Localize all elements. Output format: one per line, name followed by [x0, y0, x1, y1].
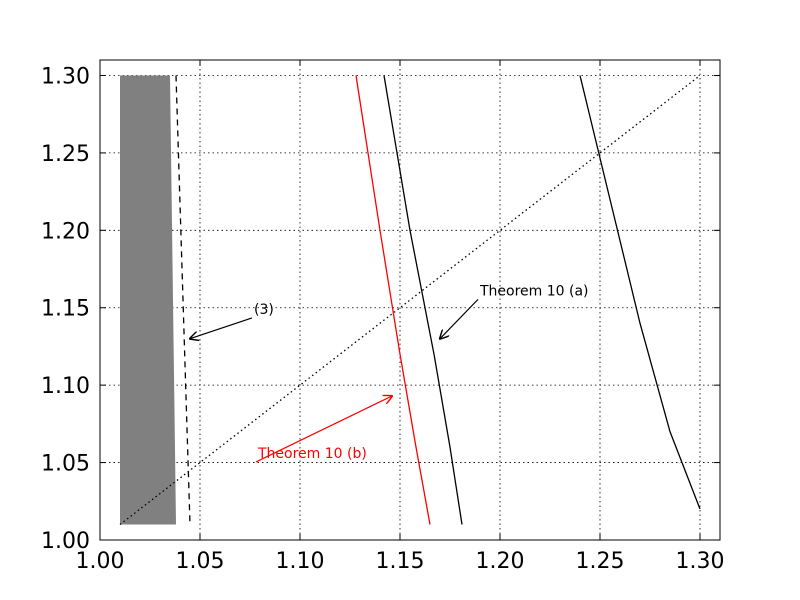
x-tick-label: 1.15	[376, 549, 425, 574]
diagonal-line	[119, 74, 701, 526]
y-tick-label: 1.20	[41, 219, 90, 244]
curve-2	[383, 75, 463, 525]
annotation-arrow	[255, 396, 392, 463]
annotation-label: Theorem 10 (a)	[479, 283, 589, 299]
y-tick-label: 1.30	[41, 64, 90, 89]
x-tick-label: 1.10	[276, 549, 325, 574]
curve-1	[355, 75, 431, 525]
annotation-label: Theorem 10 (b)	[257, 446, 367, 462]
y-tick-label: 1.05	[41, 452, 90, 477]
axes-ticks: 1.00 1.05 1.10 1.15 1.20 1.25 1.30 1.00 1.05 1.10…	[41, 60, 724, 574]
annotations-group: (3) Theorem 10 (a) Theorem 10 (b)	[190, 283, 589, 463]
annotation-arrow	[440, 298, 479, 338]
x-tick-label: 1.00	[76, 549, 125, 574]
x-tick-label: 1.25	[576, 549, 625, 574]
y-tick-label: 1.10	[41, 374, 90, 399]
grid	[99, 60, 720, 541]
x-tick-label: 1.20	[476, 549, 525, 574]
curve-3	[579, 75, 701, 510]
series-group	[119, 74, 701, 526]
y-tick-label: 1.15	[41, 297, 90, 322]
y-tick-label: 1.25	[41, 142, 90, 167]
annotation-label: (3)	[254, 302, 274, 318]
x-tick-label: 1.30	[676, 549, 725, 574]
shaded-region	[120, 75, 176, 525]
shaded-region-group	[120, 75, 176, 525]
y-tick-label: 1.00	[41, 529, 90, 554]
plot-frame	[99, 59, 721, 541]
dashed-curve	[175, 75, 191, 525]
x-tick-label: 1.05	[176, 549, 225, 574]
annotation-arrow	[190, 317, 253, 339]
